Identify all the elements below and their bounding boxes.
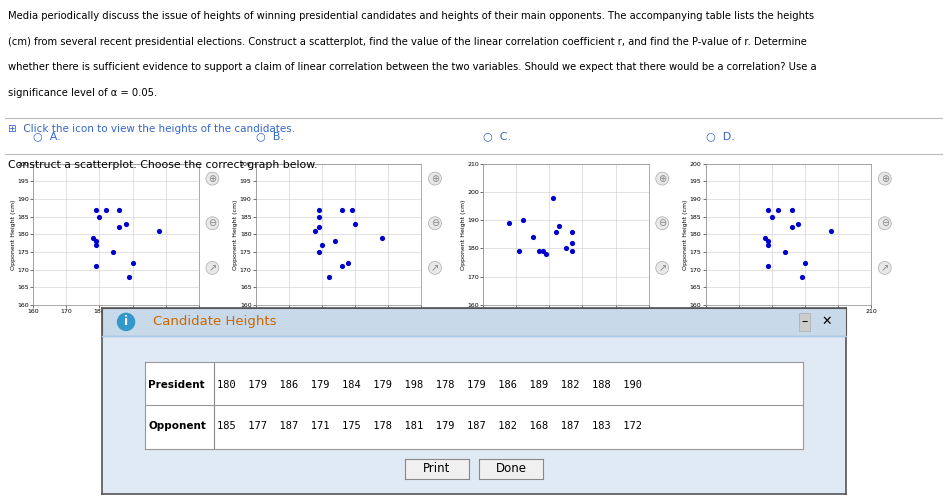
Text: ↗: ↗ (208, 263, 217, 273)
Point (314, 241, 330, 249)
Text: –: – (802, 315, 808, 328)
Point (312, 206, 327, 214)
Point (771, 206, 786, 214)
Point (502, 219, 517, 227)
Text: whether there is sufficient evidence to support a claim of linear correlation be: whether there is sufficient evidence to … (8, 62, 816, 72)
Point (85, 234, 100, 242)
Text: ⊖: ⊖ (881, 218, 889, 228)
Text: ↗: ↗ (881, 263, 889, 273)
Text: ○  B.: ○ B. (256, 131, 284, 141)
Text: ⊖: ⊖ (431, 218, 439, 228)
Point (112, 206, 127, 214)
Text: Print: Print (423, 462, 451, 475)
Point (312, 248, 327, 256)
Point (797, 258, 813, 266)
Point (761, 241, 777, 249)
Point (761, 206, 777, 214)
Text: ○  D.: ○ D. (706, 131, 734, 141)
Point (564, 228, 580, 236)
Y-axis label: Opponent Height (cm): Opponent Height (cm) (683, 199, 688, 270)
Text: ⊖: ⊖ (658, 218, 667, 228)
Point (88, 206, 103, 214)
Point (564, 239, 580, 247)
Point (312, 213, 327, 221)
Text: ⊕: ⊕ (658, 174, 667, 184)
Point (532, 248, 547, 255)
Text: ✕: ✕ (822, 315, 832, 328)
Point (118, 220, 134, 228)
Point (545, 193, 561, 201)
Point (112, 223, 127, 231)
Point (345, 206, 360, 214)
Text: ↗: ↗ (431, 263, 439, 273)
Point (88, 262, 103, 270)
Point (308, 227, 323, 235)
Y-axis label: Opponent Height (cm): Opponent Height (cm) (10, 199, 16, 270)
Point (558, 245, 573, 252)
Point (341, 258, 356, 266)
Point (784, 206, 799, 214)
X-axis label: pponent
H: pponent H (776, 315, 801, 326)
Text: ○  A.: ○ A. (33, 131, 61, 141)
Text: Media periodically discuss the issue of heights of winning presidential candidat: Media periodically discuss the issue of … (8, 11, 813, 21)
Point (525, 233, 540, 241)
Text: ⊕: ⊕ (208, 174, 217, 184)
Point (791, 220, 806, 228)
Point (312, 223, 327, 231)
Text: (cm) from several recent presidential elections. Construct a scatterplot, find t: (cm) from several recent presidential el… (8, 37, 807, 47)
Point (105, 248, 120, 256)
Y-axis label: Opponent Height (cm): Opponent Height (cm) (233, 199, 239, 270)
X-axis label: pponent
H: pponent H (326, 315, 351, 326)
Point (348, 220, 363, 228)
Point (374, 234, 389, 242)
Point (824, 227, 839, 235)
Point (125, 258, 140, 266)
Point (152, 227, 167, 235)
Point (784, 223, 799, 231)
Point (758, 234, 773, 242)
Point (328, 238, 343, 246)
Point (511, 248, 527, 255)
Point (551, 222, 566, 230)
Point (538, 250, 553, 258)
Text: significance level of α = 0.05.: significance level of α = 0.05. (8, 88, 157, 98)
Text: President: President (148, 379, 205, 390)
Point (761, 238, 777, 246)
Text: ⊖: ⊖ (208, 218, 217, 228)
Point (92, 213, 107, 221)
Text: i: i (124, 315, 128, 328)
Point (548, 228, 563, 236)
X-axis label: President
H: President H (101, 315, 131, 326)
Text: ⊞  Click the icon to view the heights of the candidates.: ⊞ Click the icon to view the heights of … (8, 124, 295, 134)
Point (334, 206, 349, 214)
Point (88, 241, 103, 249)
Point (535, 248, 550, 255)
Point (764, 213, 779, 221)
Text: Candidate Heights: Candidate Heights (152, 315, 277, 328)
Point (515, 216, 530, 224)
Text: ⊕: ⊕ (431, 174, 439, 184)
Point (761, 262, 777, 270)
Point (334, 262, 349, 270)
Point (321, 273, 336, 281)
Point (794, 273, 809, 281)
Point (88, 238, 103, 246)
Text: 180  179  186  179  184  179  198  178  179  186  189  182  188  190: 180 179 186 179 184 179 198 178 179 186 … (217, 379, 642, 390)
Point (564, 248, 580, 255)
Point (121, 273, 136, 281)
Y-axis label: Opponent Height (cm): Opponent Height (cm) (460, 199, 466, 270)
Text: Done: Done (495, 462, 527, 475)
Text: Construct a scatterplot. Choose the correct graph below.: Construct a scatterplot. Choose the corr… (8, 160, 317, 170)
Text: ○  C.: ○ C. (483, 131, 511, 141)
Text: ⊕: ⊕ (881, 174, 889, 184)
Point (98, 206, 114, 214)
Text: Opponent: Opponent (148, 421, 206, 432)
Point (777, 248, 793, 256)
Text: 185  177  187  171  175  178  181  179  187  182  168  187  183  172: 185 177 187 171 175 178 181 179 187 182 … (217, 421, 642, 432)
X-axis label: pponent
H: pponent H (553, 315, 579, 326)
Text: ↗: ↗ (658, 263, 667, 273)
